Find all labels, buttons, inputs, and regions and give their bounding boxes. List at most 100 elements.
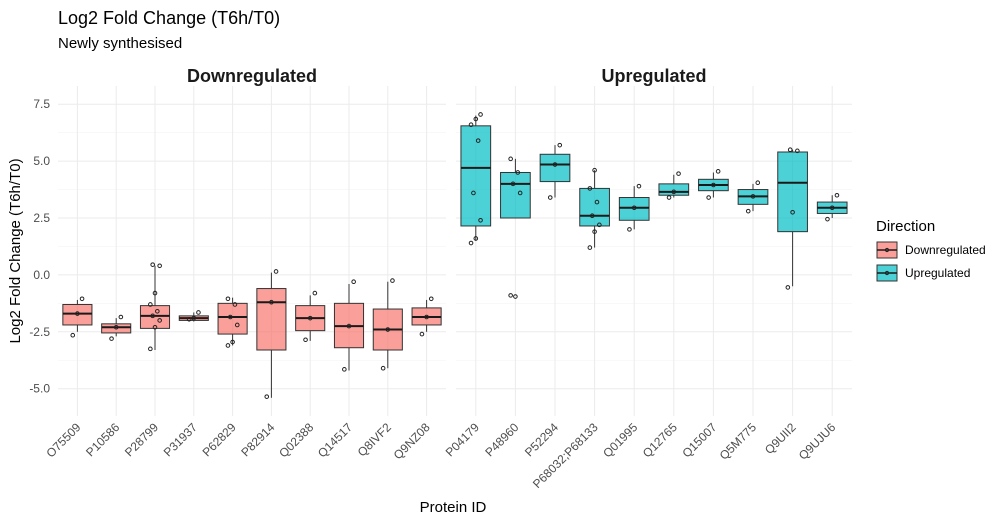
data-point xyxy=(468,122,474,127)
data-point xyxy=(508,156,513,162)
data-point xyxy=(547,195,553,200)
box-Q01995 xyxy=(618,197,650,221)
data-point xyxy=(191,315,197,321)
data-point xyxy=(552,162,558,167)
data-point xyxy=(380,365,386,371)
data-point xyxy=(346,323,352,329)
legend-label: Upregulated xyxy=(905,266,970,280)
data-point xyxy=(148,346,153,352)
y-tick-label: -5.0 xyxy=(29,382,50,396)
data-point xyxy=(508,293,513,298)
data-point xyxy=(109,336,114,341)
data-point xyxy=(795,148,800,154)
legend-label: Downregulated xyxy=(905,243,986,257)
x-tick-label: Q9NZ08 xyxy=(391,420,433,462)
data-point xyxy=(755,180,761,186)
data-point xyxy=(510,181,516,187)
data-point xyxy=(273,269,279,274)
chart-subtitle: Newly synthesised xyxy=(58,35,182,52)
data-point xyxy=(385,327,391,332)
y-tick-label: 2.5 xyxy=(33,211,50,225)
x-tick-label: P31937 xyxy=(161,420,200,459)
data-point xyxy=(834,192,840,198)
data-point xyxy=(711,182,716,188)
data-point xyxy=(75,311,80,316)
x-tick-label: P10586 xyxy=(83,420,122,459)
data-point xyxy=(750,194,756,199)
box-P68032;P68133 xyxy=(579,187,610,227)
data-point xyxy=(428,296,434,302)
box-P04179 xyxy=(460,125,492,227)
data-point xyxy=(269,299,274,305)
data-point xyxy=(303,337,308,343)
data-point xyxy=(152,290,158,296)
y-tick-label: -2.5 xyxy=(29,325,50,339)
box-P82914 xyxy=(256,288,287,351)
data-point xyxy=(475,138,481,143)
facet-label: Upregulated xyxy=(601,66,706,86)
data-point xyxy=(342,367,347,372)
chart-title: Log2 Fold Change (T6h/T0) xyxy=(58,8,280,28)
data-point xyxy=(390,278,395,283)
data-point xyxy=(473,116,479,122)
data-point xyxy=(70,332,76,338)
x-tick-label: Q5M775 xyxy=(717,420,760,463)
data-point xyxy=(594,199,600,205)
data-point xyxy=(227,314,233,320)
data-point xyxy=(186,316,192,322)
box-P48960 xyxy=(500,171,531,219)
box-O75509 xyxy=(62,303,93,326)
data-point xyxy=(79,296,85,302)
x-tick-label: P04179 xyxy=(443,420,482,459)
x-tick-label: Q02388 xyxy=(276,420,316,460)
x-tick-label: Q01995 xyxy=(600,420,640,460)
x-tick-label: Q15007 xyxy=(679,420,719,460)
data-point xyxy=(118,314,124,320)
data-point xyxy=(636,183,642,189)
data-point xyxy=(715,169,721,174)
legend-key-point xyxy=(884,270,890,276)
y-tick-label: 5.0 xyxy=(33,154,50,168)
data-point xyxy=(264,394,270,399)
data-point xyxy=(790,210,795,215)
x-tick-label: P52294 xyxy=(522,420,561,459)
data-point xyxy=(589,213,595,219)
data-point xyxy=(597,222,602,228)
data-point xyxy=(234,322,240,328)
data-point xyxy=(592,229,597,234)
data-point xyxy=(631,205,637,211)
data-point xyxy=(785,285,791,290)
facet-label: Downregulated xyxy=(187,66,317,86)
data-point xyxy=(196,310,201,315)
x-tick-label: Q8IVF2 xyxy=(355,420,394,459)
data-point xyxy=(829,205,835,211)
data-point xyxy=(478,112,483,117)
data-point xyxy=(706,195,711,200)
data-point xyxy=(152,324,158,330)
data-point xyxy=(419,331,425,337)
x-tick-label: P28799 xyxy=(122,420,161,459)
data-point xyxy=(148,302,153,307)
box-P10586 xyxy=(101,323,132,334)
x-tick-label: O75509 xyxy=(43,420,83,460)
y-tick-label: 0.0 xyxy=(33,268,50,282)
data-point xyxy=(592,167,597,173)
box-Q9UII2 xyxy=(777,151,808,233)
x-tick-label: Q12765 xyxy=(640,420,680,460)
box-P52294 xyxy=(539,153,571,183)
data-point xyxy=(745,208,751,214)
data-point xyxy=(787,147,793,153)
data-point xyxy=(671,189,677,195)
data-point xyxy=(468,240,474,246)
y-axis-title: Log2 Fold Change (T6h/T0) xyxy=(7,158,24,343)
data-point xyxy=(471,190,476,196)
x-tick-label: Q9UII2 xyxy=(762,420,799,457)
box-P28799 xyxy=(139,305,171,329)
x-tick-label: Q9UJU6 xyxy=(796,420,839,463)
data-point xyxy=(587,186,593,191)
data-point xyxy=(627,227,632,232)
x-tick-label: P82914 xyxy=(238,420,277,459)
data-point xyxy=(478,217,483,223)
data-point xyxy=(150,313,155,319)
data-point xyxy=(155,309,160,314)
